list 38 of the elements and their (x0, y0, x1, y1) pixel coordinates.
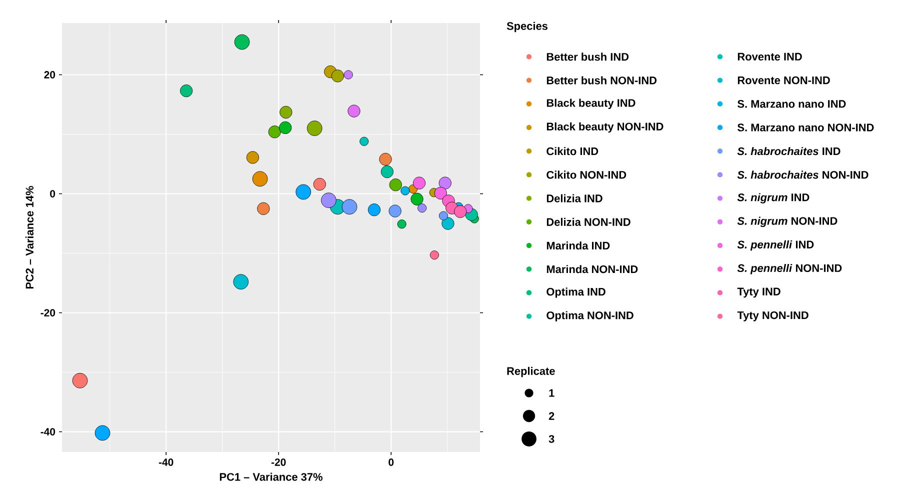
x-tick-label: -20 (271, 458, 286, 466)
legend-label: Rovente NON-IND (738, 76, 830, 84)
y-axis-title: PC2 – Variance 14% (25, 186, 34, 289)
legend-label: S. habrochaites IND (737, 147, 840, 156)
legend-label: 3 (548, 435, 554, 443)
legend-label: S. Marzano nano NON-IND (738, 124, 874, 132)
legend-label: Tyty NON-IND (737, 311, 808, 322)
y-tick-label: -40 (40, 428, 56, 436)
legend-label: S. nigrum IND (737, 193, 810, 204)
x-tick-label: 0 (388, 458, 394, 466)
legend-label: Black beauty IND (546, 98, 636, 109)
y-tick-label: 0 (50, 190, 56, 198)
legend-label: Marinda NON-IND (546, 265, 638, 274)
legend-label: Optima NON-IND (546, 311, 634, 322)
legend-label: Delizia NON-IND (546, 218, 630, 226)
legend-label: Optima IND (546, 288, 606, 298)
legend-label: S. habrochaites NON-IND (737, 170, 868, 179)
y-tick-label: -20 (40, 309, 56, 316)
legend-label: Rovente IND (738, 52, 802, 61)
legend-title: Species (506, 22, 548, 32)
text: Replicate (507, 366, 555, 378)
legend-label: Cikito IND (546, 147, 598, 156)
legend-label: 2 (548, 412, 554, 420)
legend-label: Better bush IND (546, 52, 629, 61)
legend-label: Tyty IND (737, 288, 780, 298)
legend-label: Better bush NON-IND (546, 76, 657, 84)
legend-label: S. Marzano nano IND (738, 100, 846, 108)
y-tick-label: 20 (44, 71, 56, 78)
x-tick-label: -40 (158, 458, 174, 466)
legend-label: S. pennelli NON-IND (737, 264, 842, 274)
legend-label: Cikito NON-IND (546, 170, 626, 179)
legend-label: Black beauty NON-IND (546, 122, 664, 133)
legend-label: Marinda IND (546, 241, 610, 250)
x-axis-title: PC1 – Variance 37% (220, 472, 322, 481)
legend-label: S. nigrum NON-IND (737, 216, 838, 227)
legend-label: Delizia IND (546, 194, 602, 202)
legend-label: 1 (549, 389, 554, 397)
legend-label: S. pennelli IND (737, 240, 814, 251)
